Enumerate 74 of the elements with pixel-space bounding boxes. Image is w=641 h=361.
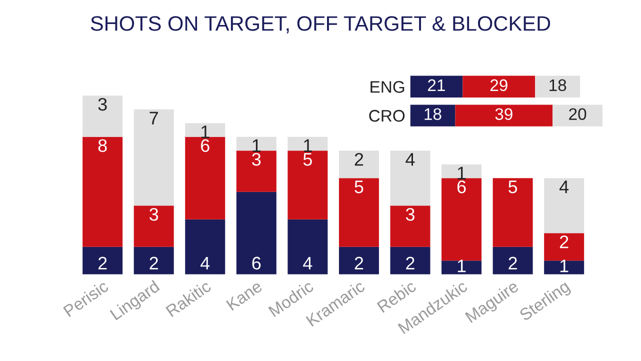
data-label: 4 (303, 256, 312, 270)
data-label: 1 (304, 139, 312, 152)
bar (185, 123, 226, 137)
bar (82, 246, 123, 274)
data-label: 3 (252, 152, 261, 166)
bar (390, 246, 430, 274)
bar (390, 150, 430, 206)
data-label: 4 (200, 256, 210, 270)
bar (288, 136, 328, 151)
bar (236, 192, 276, 274)
data-label: 4 (559, 180, 569, 194)
data-label: 4 (406, 153, 415, 166)
bar (455, 104, 553, 126)
data-label: 3 (150, 208, 158, 221)
data-label: 18 (550, 79, 566, 92)
bar (410, 104, 456, 126)
data-label: 1 (560, 260, 568, 272)
bar (544, 178, 584, 234)
data-label: 1 (458, 166, 466, 180)
data-label: 1 (201, 126, 210, 138)
data-label: 18 (424, 108, 442, 120)
data-label: 6 (457, 180, 466, 194)
bar (338, 246, 379, 274)
x-tick-label: Kane (226, 280, 263, 311)
bar (236, 150, 276, 192)
data-label: 2 (560, 235, 568, 248)
data-label: 29 (490, 79, 508, 92)
data-label: 1 (252, 139, 261, 152)
data-label: 1 (458, 260, 466, 272)
data-label: 2 (406, 256, 414, 270)
data-label: 2 (354, 152, 364, 166)
data-label: 2 (150, 256, 158, 270)
bar (390, 206, 430, 247)
data-label: 2 (98, 256, 107, 270)
data-label: 5 (354, 180, 364, 194)
bar (552, 104, 603, 126)
bar (134, 206, 174, 247)
data-label: 5 (508, 180, 518, 194)
bar (338, 178, 379, 247)
bar (134, 109, 174, 206)
data-label: 20 (569, 108, 586, 120)
y-tick-label: ENG (370, 81, 404, 93)
bar (288, 219, 328, 274)
data-label: 6 (201, 139, 210, 152)
bar (338, 150, 379, 178)
data-label: 2 (354, 256, 364, 270)
bar (535, 76, 580, 98)
bar (544, 233, 584, 261)
data-label: 3 (98, 98, 107, 111)
bar (134, 246, 174, 274)
data-label: 21 (428, 79, 445, 91)
bar (442, 164, 482, 178)
bar (442, 178, 482, 261)
data-label: 5 (303, 153, 312, 166)
bar (236, 136, 276, 151)
data-label: 39 (495, 108, 512, 120)
data-label: 7 (150, 112, 158, 124)
bar (410, 76, 463, 98)
data-label: 2 (508, 256, 517, 270)
bar (492, 178, 533, 247)
y-tick-label: CRO (369, 110, 405, 122)
bar (442, 260, 482, 274)
chart-title: SHOTS ON TARGET, OFF TARGET & BLOCKED (90, 16, 550, 34)
bar (82, 96, 123, 137)
data-label: 3 (406, 208, 414, 221)
bar (82, 136, 123, 247)
data-label: 6 (252, 256, 261, 270)
bar (462, 76, 536, 98)
bar (185, 219, 226, 274)
data-label: 8 (98, 139, 107, 152)
bar (185, 136, 226, 220)
bar (288, 150, 328, 220)
bar (544, 260, 584, 274)
bar (492, 246, 533, 274)
